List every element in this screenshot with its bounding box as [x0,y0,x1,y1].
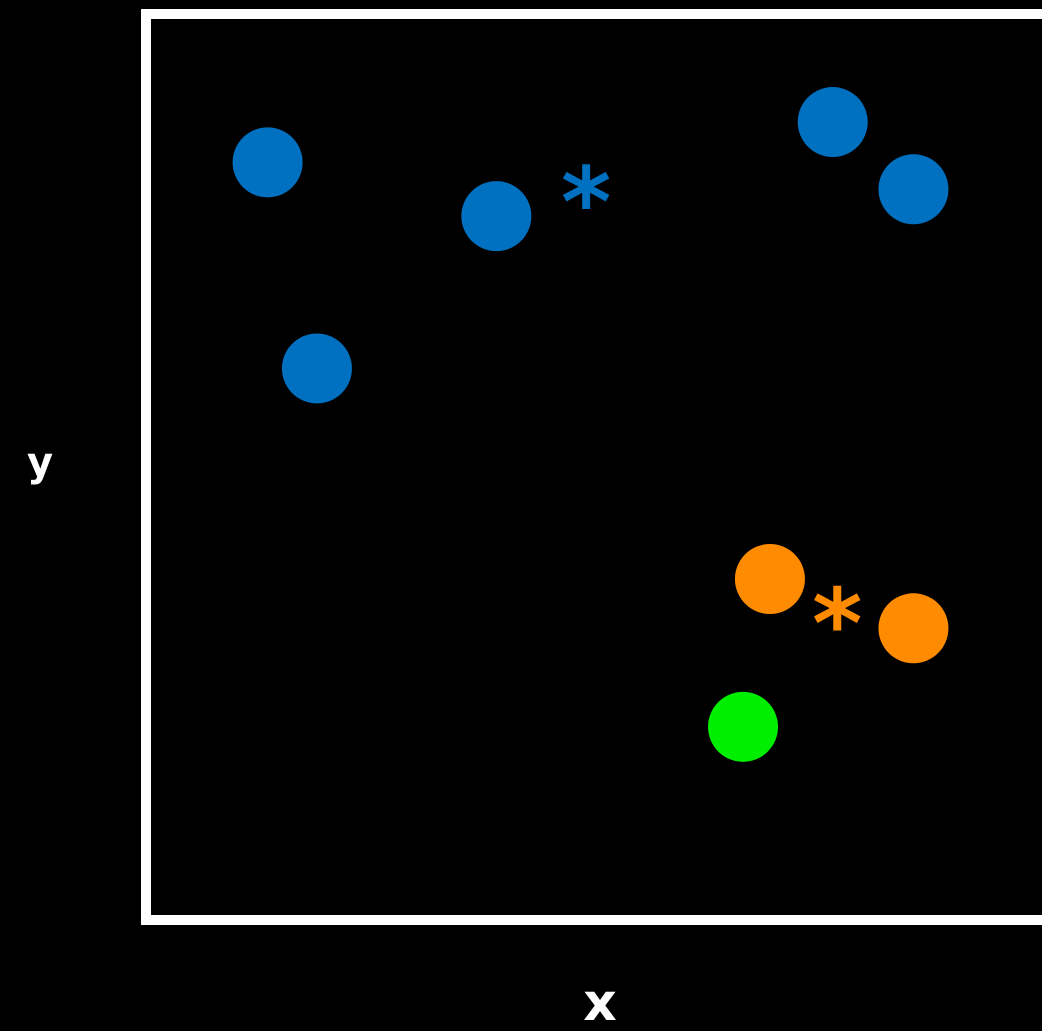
data-points [232,87,949,762]
data-point [878,593,949,664]
data-point [281,333,352,404]
centroid-markers: ** [561,147,862,680]
centroid-marker: * [561,147,611,259]
data-point [461,181,532,252]
centroid-marker: * [812,568,862,680]
data-point [708,691,779,762]
data-point [797,87,868,158]
plot-frame [141,9,1042,925]
data-point [734,544,805,614]
y-axis-label: y [27,440,53,486]
data-point [878,154,949,225]
x-axis-label: x [583,973,617,1031]
data-point [232,127,303,198]
